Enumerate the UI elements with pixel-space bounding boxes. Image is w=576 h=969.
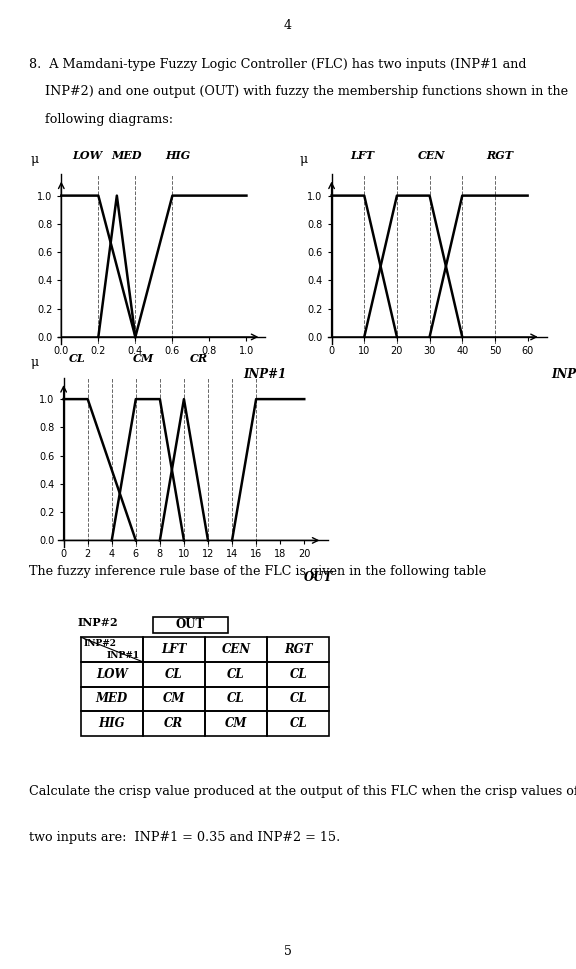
Bar	[143, 686, 205, 711]
Text: The fuzzy inference rule base of the FLC is given in the following table: The fuzzy inference rule base of the FLC…	[29, 565, 486, 578]
Bar	[267, 638, 329, 662]
Bar	[267, 662, 329, 686]
Text: CM: CM	[225, 717, 247, 730]
Text: OUT: OUT	[176, 618, 205, 631]
Text: CEN: CEN	[222, 643, 251, 656]
Bar	[143, 662, 205, 686]
Text: HIG: HIG	[165, 150, 191, 161]
Text: RGT: RGT	[284, 643, 313, 656]
Text: two inputs are:  INP#1 = 0.35 and INP#2 = 15.: two inputs are: INP#1 = 0.35 and INP#2 =…	[29, 831, 340, 844]
Bar	[205, 711, 267, 736]
Bar	[205, 638, 267, 662]
Bar	[267, 686, 329, 711]
Bar	[153, 617, 228, 633]
Text: CL: CL	[290, 717, 307, 730]
Text: CL: CL	[228, 693, 245, 705]
Text: Calculate the crisp value produced at the output of this FLC when the crisp valu: Calculate the crisp value produced at th…	[29, 785, 576, 797]
Text: HIG: HIG	[98, 717, 125, 730]
Text: LFT: LFT	[161, 643, 187, 656]
Text: CL: CL	[290, 693, 307, 705]
Text: MED: MED	[112, 150, 142, 161]
Text: RGT: RGT	[486, 150, 513, 161]
Text: CR: CR	[164, 717, 184, 730]
Text: μ: μ	[31, 153, 39, 166]
Bar	[205, 686, 267, 711]
Text: INP#1: INP#1	[107, 651, 140, 661]
Text: CL: CL	[165, 668, 183, 680]
Text: OUT: OUT	[304, 572, 333, 584]
Bar	[143, 711, 205, 736]
Text: CL: CL	[69, 354, 85, 364]
Bar	[143, 638, 205, 662]
Text: CEN: CEN	[418, 150, 446, 161]
Text: INP#2: INP#2	[552, 368, 576, 381]
Text: INP#2) and one output (OUT) with fuzzy the membership functions shown in the: INP#2) and one output (OUT) with fuzzy t…	[29, 85, 568, 98]
Text: following diagrams:: following diagrams:	[29, 112, 173, 126]
Text: μ: μ	[31, 357, 39, 369]
Text: CR: CR	[190, 354, 209, 364]
Bar	[205, 662, 267, 686]
Text: LOW: LOW	[96, 668, 128, 680]
Text: CM: CM	[134, 354, 154, 364]
Bar	[81, 711, 143, 736]
Text: INP#2: INP#2	[84, 639, 116, 647]
Text: INP#1: INP#1	[244, 368, 286, 381]
Text: CM: CM	[163, 693, 185, 705]
Text: 8.  A Mamdani-type Fuzzy Logic Controller (FLC) has two inputs (INP#1 and: 8. A Mamdani-type Fuzzy Logic Controller…	[29, 58, 526, 71]
Text: MED: MED	[96, 693, 128, 705]
Bar	[81, 662, 143, 686]
Bar	[81, 638, 143, 662]
Text: μ: μ	[300, 153, 308, 166]
Text: CL: CL	[290, 668, 307, 680]
Text: 5: 5	[284, 945, 292, 958]
Text: INP#2: INP#2	[77, 617, 118, 628]
Bar	[81, 686, 143, 711]
Text: LOW: LOW	[72, 150, 103, 161]
Text: 4: 4	[284, 19, 292, 32]
Text: LFT: LFT	[350, 150, 374, 161]
Text: CL: CL	[228, 668, 245, 680]
Bar	[267, 711, 329, 736]
